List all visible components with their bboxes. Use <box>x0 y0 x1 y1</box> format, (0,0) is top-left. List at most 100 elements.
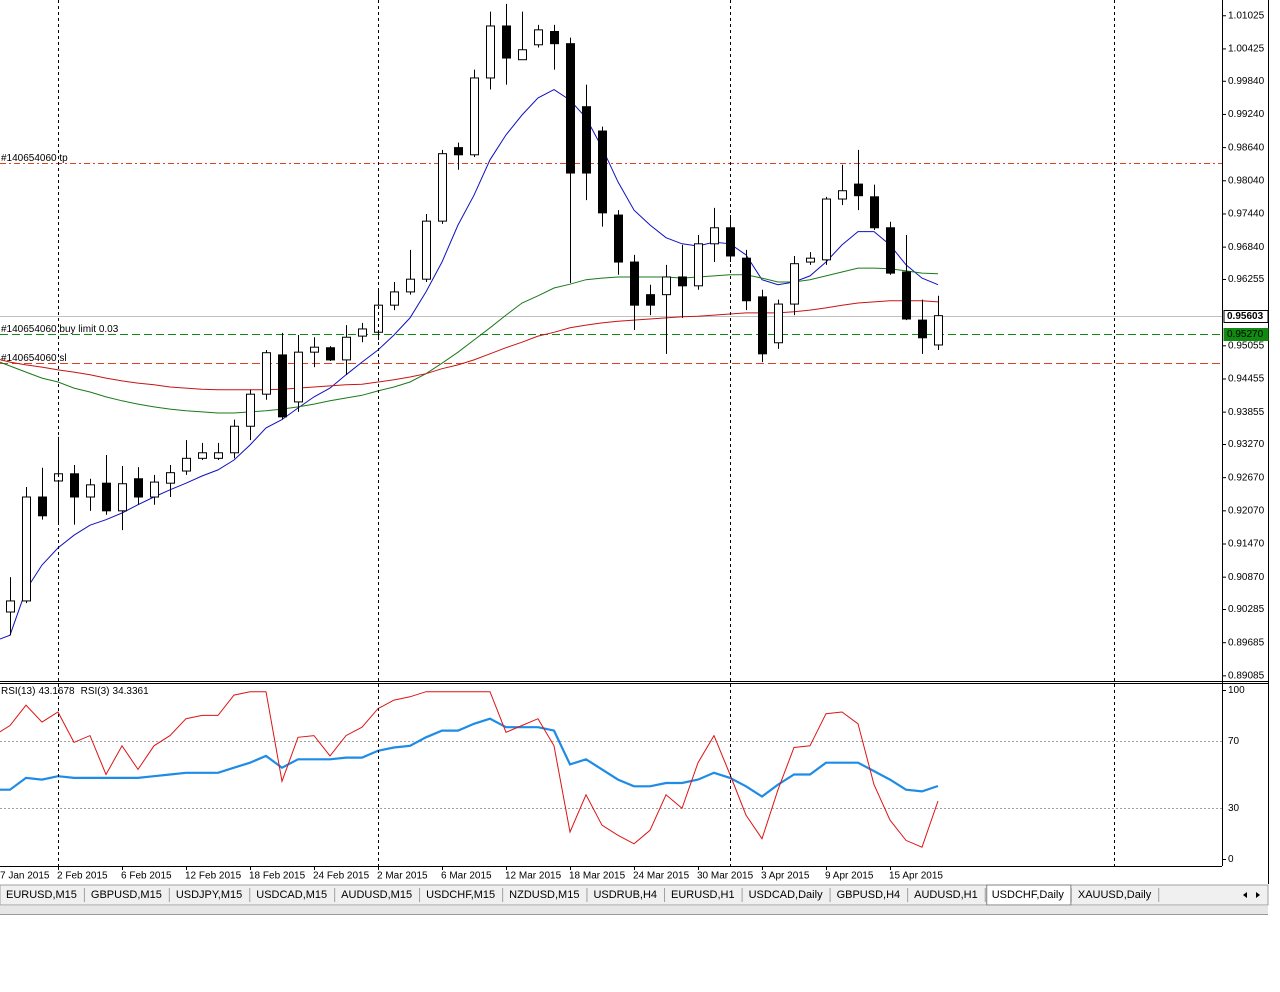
x-tick-label: 3 Apr 2015 <box>761 871 810 882</box>
tab-background[interactable] <box>421 887 503 903</box>
y-tick-label: 0.98040 <box>1228 175 1265 186</box>
tab-label[interactable]: EURUSD,H1 <box>671 889 735 901</box>
y-tick-label: 0.93270 <box>1228 439 1265 450</box>
y-tick-label: 0.89685 <box>1228 637 1265 648</box>
tab-label[interactable]: USDCHF,M15 <box>426 889 495 901</box>
chart-tab[interactable]: GBPUSD,M15 <box>85 887 170 903</box>
candle-body <box>358 328 367 337</box>
candle-body <box>86 484 95 498</box>
tab-background[interactable] <box>666 887 742 903</box>
chart-tab[interactable]: EURUSD,H1 <box>666 887 743 903</box>
price-panel: #140654060 tp #140654060 buy limit 0.03 #1… <box>0 3 1222 640</box>
y-tick-label: 0.96255 <box>1228 274 1265 285</box>
x-tick-label: 6 Feb 2015 <box>121 871 172 882</box>
candle-body <box>934 315 943 346</box>
x-tick-label: 12 Mar 2015 <box>505 871 562 882</box>
tab-label[interactable]: GBPUSD,M15 <box>91 889 162 901</box>
candle-body <box>902 271 911 320</box>
y-tick-label: 0.99840 <box>1228 76 1265 87</box>
tab-label[interactable]: NZDUSD,M15 <box>509 889 579 901</box>
x-tick-label: 9 Apr 2015 <box>825 871 874 882</box>
chart-tab[interactable]: EURUSD,M15 <box>1 887 85 903</box>
chart-tab[interactable]: XAUUSD,Daily <box>1072 887 1160 903</box>
y-tick-label: 0.89085 <box>1228 670 1265 681</box>
tab-label[interactable]: USDJPY,M15 <box>176 889 242 901</box>
candle-body <box>406 278 415 293</box>
order-level-label: #140654060 tp <box>1 153 68 164</box>
candle-body <box>598 130 607 214</box>
indicator-line <box>0 691 939 848</box>
candle-body <box>582 106 591 174</box>
candle-body <box>102 482 111 512</box>
indicator-value: 43.1678 <box>38 686 75 697</box>
tab-label[interactable]: USDCAD,Daily <box>749 889 823 901</box>
tab-label[interactable]: XAUUSD,Daily <box>1078 889 1152 901</box>
x-tick-label: 30 Mar 2015 <box>697 871 754 882</box>
tab-background[interactable] <box>1 887 84 903</box>
candle-body <box>790 263 799 305</box>
candle-body <box>182 457 191 472</box>
candle-body <box>518 49 527 61</box>
candle-body <box>822 198 831 261</box>
x-tick-label: 15 Apr 2015 <box>889 871 943 882</box>
chart-tab[interactable]: AUDUSD,H1 <box>909 887 986 903</box>
tab-label[interactable]: EURUSD,M15 <box>6 889 77 901</box>
candle-body <box>214 452 223 459</box>
candle-body <box>422 220 431 280</box>
candle-body <box>774 303 783 344</box>
tab-label[interactable]: USDCHF,Daily <box>992 889 1065 901</box>
scroll-left[interactable] <box>1243 892 1247 898</box>
scroll-right[interactable] <box>1256 892 1260 898</box>
candle-body <box>806 257 815 263</box>
candle-body <box>262 352 271 395</box>
chart-tab[interactable]: AUDUSD,M15 <box>336 887 421 903</box>
chart-tab[interactable]: USDCHF,M15 <box>421 887 504 903</box>
chart-tab[interactable]: NZDUSD,M15 <box>504 887 588 903</box>
candle-body <box>342 336 351 361</box>
chart-tab[interactable]: USDCHF,Daily <box>986 884 1072 906</box>
chart-tab[interactable]: USDCAD,M15 <box>251 887 336 903</box>
chart-tab[interactable]: USDCAD,Daily <box>743 887 831 903</box>
tab-background[interactable] <box>251 887 335 903</box>
candle-body <box>22 496 31 602</box>
tab-label[interactable]: USDCAD,M15 <box>256 889 327 901</box>
candle-body <box>438 153 447 222</box>
rsi-panel <box>0 691 1222 848</box>
y-tick-label: 0.96840 <box>1228 242 1265 253</box>
chart-tab[interactable]: USDRUB,H4 <box>588 887 666 903</box>
y-tick-label: 0.94455 <box>1228 374 1265 385</box>
candle-body <box>118 483 127 512</box>
candle-body <box>390 291 399 306</box>
tab-background[interactable] <box>831 887 908 903</box>
tab-background[interactable] <box>743 887 830 903</box>
y-tick-label: 70 <box>1228 736 1240 747</box>
candle-body <box>678 276 687 287</box>
price-marker-box <box>1223 310 1269 323</box>
y-tick-label: 30 <box>1228 803 1240 814</box>
y-tick-label: 0.97440 <box>1228 209 1265 220</box>
chart-tab[interactable]: GBPUSD,H4 <box>831 887 909 903</box>
tab-label[interactable]: USDRUB,H4 <box>593 889 657 901</box>
candle-body <box>326 347 335 361</box>
tab-background[interactable] <box>170 887 250 903</box>
tab-label[interactable]: AUDUSD,H1 <box>914 889 978 901</box>
price-marker-label: 0.95270 <box>1227 329 1264 340</box>
tab-background[interactable] <box>588 887 665 903</box>
candle-body <box>870 196 879 229</box>
tab-background[interactable] <box>1072 887 1159 903</box>
indicator-line <box>0 89 939 640</box>
candle-body <box>150 481 159 498</box>
tab-background[interactable] <box>336 887 420 903</box>
chart-tab[interactable]: USDJPY,M15 <box>170 887 251 903</box>
tab-background[interactable] <box>909 887 985 903</box>
x-tick-label: 2 Feb 2015 <box>57 871 108 882</box>
tab-background[interactable] <box>85 887 169 903</box>
order-level-label: #140654060 sl <box>1 353 67 364</box>
tab-label[interactable]: AUDUSD,M15 <box>341 889 412 901</box>
tab-background[interactable] <box>504 887 587 903</box>
candle-body <box>550 31 559 45</box>
x-tick-label: 2 Mar 2015 <box>377 871 428 882</box>
tab-label[interactable]: GBPUSD,H4 <box>837 889 901 901</box>
